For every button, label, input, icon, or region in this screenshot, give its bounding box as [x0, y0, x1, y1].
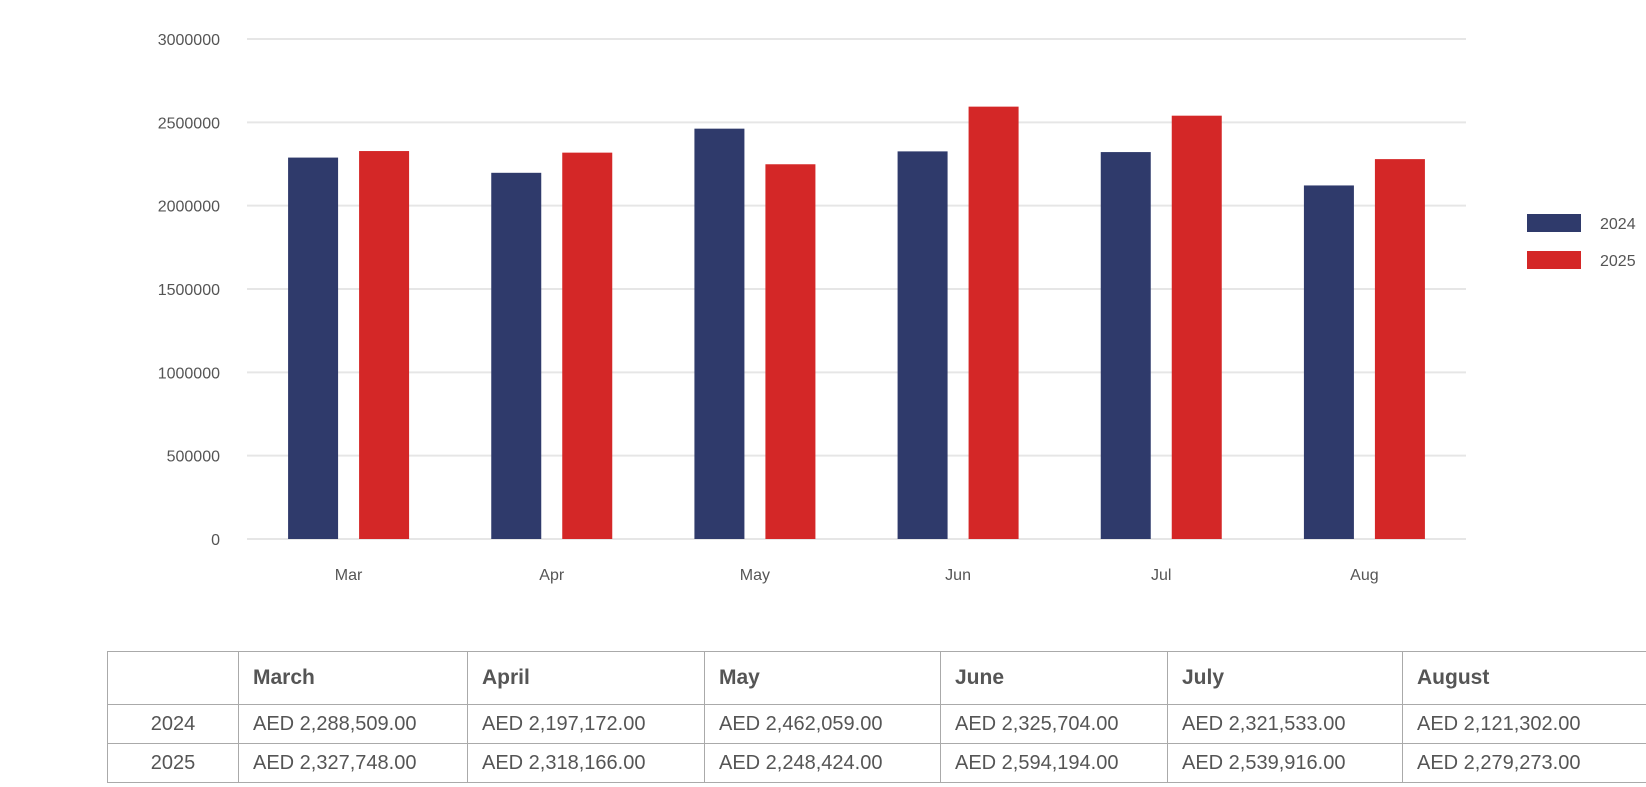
bar-2025-may — [765, 164, 816, 539]
y-axis: 0 500000 1000000 1500000 2000000 2500000 30000… — [158, 32, 220, 549]
row-label: 2025 — [107, 743, 239, 783]
table-corner — [107, 651, 239, 705]
x-tick-label: Aug — [1350, 567, 1378, 584]
table-cell: AED 2,321,533.00 — [1167, 704, 1403, 744]
table-cell: AED 2,121,302.00 — [1402, 704, 1646, 744]
legend-swatch — [1527, 214, 1581, 232]
x-tick-label: Jun — [945, 567, 971, 584]
grid-lines — [247, 38, 1466, 540]
table-cell: AED 2,539,916.00 — [1167, 743, 1403, 783]
table-cell: AED 2,279,273.00 — [1402, 743, 1646, 783]
bar-2025-apr — [562, 152, 613, 539]
legend-swatch — [1527, 251, 1581, 269]
bar-2024-apr — [491, 172, 542, 539]
bars — [288, 106, 1425, 540]
bar-2024-mar — [288, 157, 339, 539]
table-header: May — [704, 651, 941, 705]
table-cell: AED 2,248,424.00 — [704, 743, 941, 783]
legend-label: 2024 — [1600, 216, 1636, 233]
y-tick-label: 1500000 — [158, 282, 220, 299]
table-cell: AED 2,325,704.00 — [940, 704, 1168, 744]
x-tick-label: May — [740, 567, 770, 584]
y-tick-label: 500000 — [167, 449, 220, 466]
x-tick-label: Mar — [335, 567, 363, 584]
bar-2024-jul — [1100, 152, 1151, 540]
data-table: March April May June July August 2024 AE… — [107, 651, 1646, 783]
row-label: 2024 — [107, 704, 239, 744]
bar-2025-mar — [359, 151, 410, 540]
table-cell: AED 2,462,059.00 — [704, 704, 941, 744]
x-tick-label: Apr — [539, 567, 565, 584]
bar-2024-may — [694, 128, 745, 539]
y-tick-label: 1000000 — [158, 365, 220, 382]
table-header: April — [467, 651, 705, 705]
bar-2024-jun — [897, 151, 948, 539]
table-header: June — [940, 651, 1168, 705]
bar-2025-aug — [1374, 159, 1425, 540]
y-tick-label: 3000000 — [158, 32, 220, 49]
bar-chart: 0 500000 1000000 1500000 2000000 2500000 30000… — [158, 32, 1636, 584]
bar-2025-jul — [1171, 115, 1222, 539]
table-header-row: March April May June July August — [107, 651, 1646, 705]
table-cell: AED 2,197,172.00 — [467, 704, 705, 744]
y-tick-label: 2000000 — [158, 199, 220, 216]
table-header: March — [238, 651, 468, 705]
x-tick-label: Jul — [1151, 567, 1171, 584]
table-cell: AED 2,327,748.00 — [238, 743, 468, 783]
y-tick-label: 0 — [211, 532, 220, 549]
table-header: July — [1167, 651, 1403, 705]
y-tick-label: 2500000 — [158, 115, 220, 132]
legend: 2024 2025 — [1527, 214, 1636, 270]
bar-2024-aug — [1303, 185, 1354, 540]
table-header: August — [1402, 651, 1646, 705]
table-cell: AED 2,288,509.00 — [238, 704, 468, 744]
x-axis: Mar Apr May Jun Jul Aug — [335, 567, 1379, 584]
table-row: 2025 AED 2,327,748.00 AED 2,318,166.00 A… — [107, 743, 1646, 783]
table-cell: AED 2,318,166.00 — [467, 743, 705, 783]
legend-label: 2025 — [1600, 253, 1636, 270]
bar-2025-jun — [968, 106, 1019, 539]
table-cell: AED 2,594,194.00 — [940, 743, 1168, 783]
table-row: 2024 AED 2,288,509.00 AED 2,197,172.00 A… — [107, 704, 1646, 744]
